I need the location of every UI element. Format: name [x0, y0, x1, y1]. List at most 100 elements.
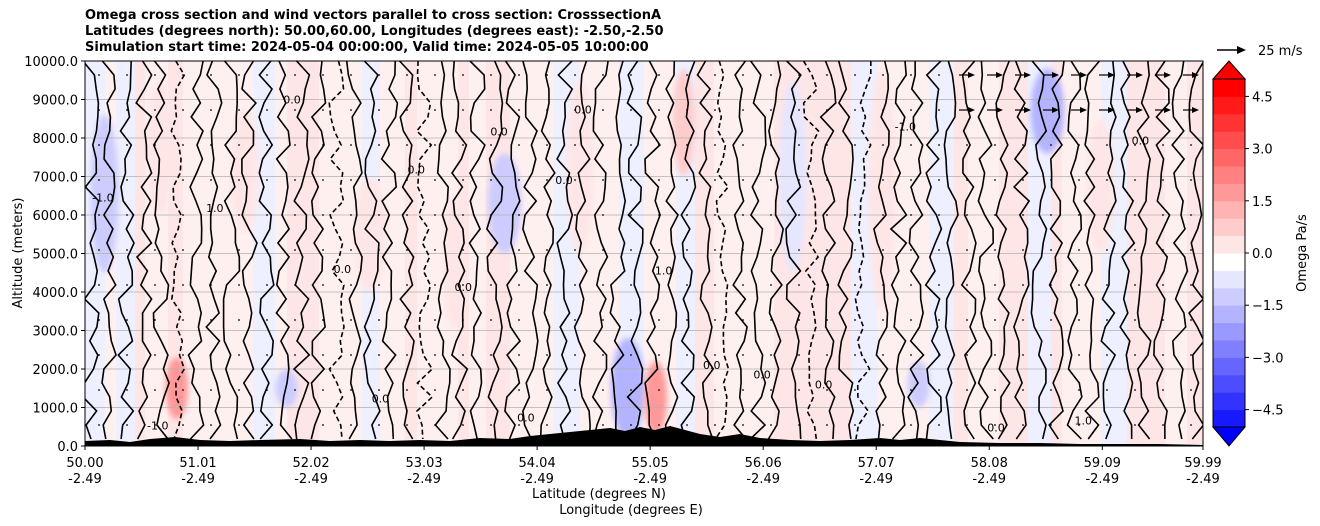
- quiver-key-arrow-head: [1237, 46, 1246, 54]
- colorbar-extend-bottom: [1211, 426, 1247, 447]
- wind-vector: [1106, 214, 1108, 216]
- wind-vector: [518, 144, 520, 146]
- wind-vector: [210, 179, 212, 181]
- wind-vector: [546, 74, 548, 76]
- wind-vector: [322, 284, 324, 286]
- wind-vector: [602, 144, 604, 146]
- x-tick-label-latitude: 58.08: [971, 456, 1008, 471]
- y-axis: 0.0 1000.0 2000.0 3000.0 4000.0 5000.0 6000.0 7…: [24, 55, 85, 455]
- wind-vector: [770, 179, 772, 181]
- x-tick-label-latitude: 54.04: [519, 456, 556, 471]
- wind-vector: [658, 389, 660, 391]
- x-tick-label-latitude: 53.03: [405, 456, 442, 471]
- colorbar-segment: [1213, 183, 1245, 202]
- wind-vector: [406, 249, 408, 251]
- wind-vector: [1078, 179, 1080, 181]
- wind-vector: [1022, 284, 1024, 286]
- wind-vector: [294, 179, 296, 181]
- wind-vector: [378, 284, 380, 286]
- wind-vector: [938, 144, 940, 146]
- wind-vector: [630, 249, 632, 251]
- wind-vector: [518, 389, 520, 391]
- wind-vector: [854, 109, 856, 111]
- chart-title-line-3: Simulation start time: 2024-05-04 00:00:…: [85, 40, 649, 55]
- wind-vector: [1134, 249, 1136, 251]
- wind-vector: [238, 284, 240, 286]
- wind-vector: [714, 109, 716, 111]
- contour-line: [1048, 61, 1065, 440]
- wind-vector: [854, 354, 856, 356]
- wind-vector: [1078, 354, 1080, 356]
- wind-vector: [714, 74, 716, 76]
- wind-vector: [574, 74, 576, 76]
- wind-vector: [798, 389, 800, 391]
- wind-vector: [210, 354, 212, 356]
- wind-vector: [182, 179, 184, 181]
- colorbar-segment: [1213, 96, 1245, 115]
- wind-vector: [1162, 179, 1164, 181]
- contour-line: [837, 61, 855, 440]
- wind-vector: [770, 109, 772, 111]
- wind-vector: [854, 214, 856, 216]
- wind-vector: [490, 389, 492, 391]
- omega-region: [487, 153, 522, 254]
- wind-vector: [490, 144, 492, 146]
- wind-vector: [658, 319, 660, 321]
- wind-vector: [98, 74, 100, 76]
- wind-vector: [378, 214, 380, 216]
- wind-vector-head: [1164, 72, 1171, 78]
- wind-vector: [518, 214, 520, 216]
- wind-vector: [322, 144, 324, 146]
- wind-vector: [518, 109, 520, 111]
- y-tick-label: 5000.0: [33, 248, 79, 263]
- wind-vector: [658, 144, 660, 146]
- wind-vector: [1050, 354, 1052, 356]
- y-tick-label: 3000.0: [33, 325, 79, 340]
- wind-vector: [182, 424, 184, 426]
- wind-vector-head: [1108, 107, 1115, 113]
- contour-line: [573, 61, 591, 440]
- wind-vector: [546, 249, 548, 251]
- contour-line: [101, 61, 117, 440]
- wind-vector: [742, 179, 744, 181]
- colorbar-tick-label: 1.5: [1252, 195, 1273, 210]
- wind-vector: [658, 74, 660, 76]
- contour-line: [1030, 61, 1048, 440]
- wind-vector: [1162, 249, 1164, 251]
- wind-vector: [1134, 179, 1136, 181]
- wind-vector: [770, 214, 772, 216]
- wind-vector: [882, 284, 884, 286]
- wind-vector: [770, 424, 772, 426]
- wind-vector: [910, 424, 912, 426]
- wind-vector: [546, 214, 548, 216]
- wind-vector: [378, 179, 380, 181]
- wind-vector: [602, 319, 604, 321]
- wind-vector: [1022, 319, 1024, 321]
- wind-vector: [378, 389, 380, 391]
- colorbar-segment: [1213, 218, 1245, 237]
- wind-vector: [686, 74, 688, 76]
- contour-label: 0.0: [372, 392, 390, 405]
- wind-vector: [490, 214, 492, 216]
- wind-vector: [462, 214, 464, 216]
- contour-line: [1083, 61, 1101, 440]
- contour-line: [1012, 61, 1031, 440]
- contour-labels: -1.0 -1.0 1.0 0.0 0.0 0.0 0.0 0.0 0.0 0.0 0.0 0.0 1.…: [92, 93, 1149, 434]
- wind-vector: [686, 249, 688, 251]
- contour-line: [664, 61, 679, 440]
- contour-line: [434, 61, 451, 440]
- wind-vector: [910, 284, 912, 286]
- wind-vector: [126, 179, 128, 181]
- wind-vector: [1022, 424, 1024, 426]
- wind-vector: [1022, 214, 1024, 216]
- colorbar-ticks: 4.5 3.0 1.5 0.0 −1.5 −3.0 −4.5: [1245, 90, 1284, 419]
- contour-line: [468, 61, 486, 440]
- wind-vector: [742, 144, 744, 146]
- wind-vector: [238, 424, 240, 426]
- wind-vector: [770, 284, 772, 286]
- wind-vector: [602, 389, 604, 391]
- contour-line: [749, 61, 767, 440]
- contour-label: 0.0: [987, 421, 1005, 434]
- contour-line: [380, 61, 399, 440]
- wind-vector: [1190, 249, 1192, 251]
